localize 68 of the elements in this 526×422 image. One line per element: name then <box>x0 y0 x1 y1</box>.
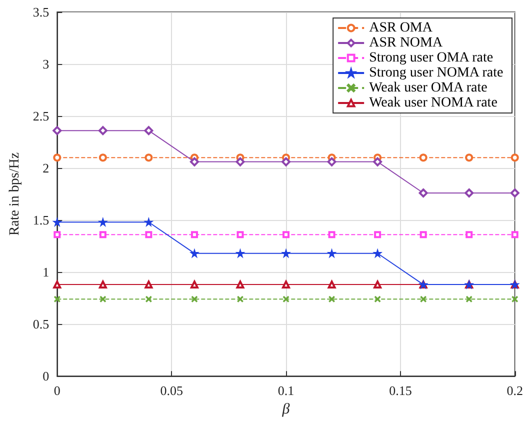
point <box>54 231 61 238</box>
point <box>144 218 153 226</box>
point <box>374 249 382 258</box>
point <box>190 157 199 166</box>
point <box>190 249 198 258</box>
point <box>420 296 426 302</box>
point <box>283 296 290 302</box>
point <box>466 296 472 302</box>
x-tick-label: 0.2 <box>506 383 523 398</box>
y-axis-title: Rate in bps/Hz <box>8 152 22 236</box>
point <box>236 249 244 258</box>
x-tick-label: 0.1 <box>278 383 294 398</box>
y-tick-label: 0 <box>42 368 50 384</box>
legend-label: Strong user NOMA rate <box>369 66 504 80</box>
y-tick-label: 2 <box>42 160 50 176</box>
point <box>53 154 62 162</box>
point <box>374 231 382 238</box>
point <box>100 296 106 302</box>
point <box>144 126 154 136</box>
x-tick-label: 0.15 <box>389 383 412 398</box>
point <box>328 296 335 302</box>
point <box>464 188 474 198</box>
point <box>373 157 382 166</box>
point <box>52 126 62 136</box>
y-tick-label: 3.5 <box>32 4 50 20</box>
point <box>282 157 291 166</box>
point <box>53 218 62 226</box>
point <box>191 296 198 302</box>
point <box>98 154 107 162</box>
x-tick-label: 0 <box>54 383 60 398</box>
y-tick-label: 3 <box>42 56 50 72</box>
point <box>99 231 106 238</box>
point <box>328 231 336 238</box>
point <box>237 296 244 302</box>
x-axis-title: β <box>281 402 290 418</box>
legend-label: Weak user NOMA rate <box>369 96 498 110</box>
point <box>98 218 107 226</box>
point <box>144 154 153 162</box>
point <box>510 188 520 198</box>
point <box>236 157 245 166</box>
legend-label: Strong user OMA rate <box>369 50 494 66</box>
point <box>466 231 473 238</box>
point <box>374 296 381 302</box>
point <box>510 154 519 162</box>
y-tick-label: 2.5 <box>32 108 50 124</box>
point <box>98 126 108 136</box>
point <box>54 296 60 302</box>
point <box>512 296 518 302</box>
x-tick-label: 0.05 <box>160 383 183 398</box>
point <box>419 154 428 162</box>
point <box>236 231 244 238</box>
point <box>327 157 336 166</box>
y-tick-label: 0.5 <box>32 316 50 332</box>
legend-label: ASR NOMA <box>369 36 444 50</box>
legend-label: ASR OMA <box>369 20 434 36</box>
point <box>190 231 198 238</box>
y-tick-label: 1 <box>42 264 50 280</box>
legend-label: Weak user OMA rate <box>369 80 488 96</box>
point <box>282 249 290 258</box>
point <box>328 249 336 258</box>
point <box>282 231 290 238</box>
point <box>146 296 152 302</box>
point <box>420 231 427 238</box>
y-tick-label: 1.5 <box>32 212 50 228</box>
point <box>465 154 474 162</box>
point <box>511 231 518 238</box>
point <box>145 231 152 238</box>
point <box>418 188 428 198</box>
